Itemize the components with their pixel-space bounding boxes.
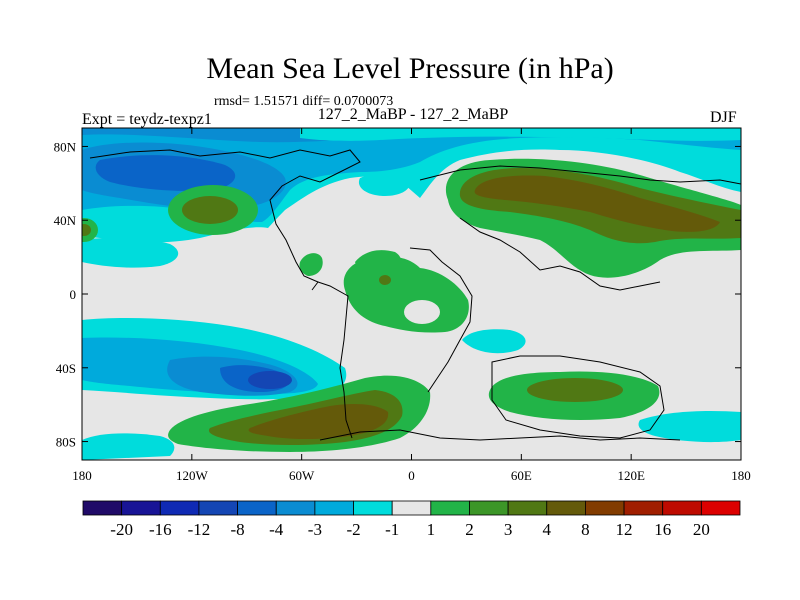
y-tick-label: 80S (56, 435, 76, 450)
colorbar-label: -16 (149, 520, 172, 539)
chart-title: Mean Sea Level Pressure (in hPa) (206, 52, 614, 85)
colorbar-swatch (314, 500, 354, 516)
colorbar-label: -1 (385, 520, 399, 539)
colorbar-swatch (469, 500, 509, 516)
southern-cyan (82, 433, 175, 460)
colorbar-label: 12 (616, 520, 633, 539)
colorbar-swatch (546, 500, 586, 516)
colorbar-label: 8 (581, 520, 590, 539)
colorbar-label: 16 (654, 520, 671, 539)
coast-asia-south (459, 217, 661, 291)
north-america-green (299, 253, 323, 276)
colorbar-swatch (353, 500, 393, 516)
southern-ocean-brown (248, 404, 389, 439)
colorbar-label: 1 (427, 520, 436, 539)
y-tick-label: 0 (70, 287, 77, 302)
africa-olive-spot (379, 275, 391, 285)
colorbar-swatch (585, 500, 625, 516)
colorbar-swatch (391, 500, 432, 516)
colorbar-swatch (82, 500, 123, 516)
stats-label: rmsd= 1.51571 diff= 0.0700073 (214, 94, 394, 109)
colorbar-label: -3 (308, 520, 322, 539)
x-tick-label: 180 (731, 468, 751, 483)
middle-east-green (355, 250, 401, 274)
colorbar-label: -4 (269, 520, 284, 539)
colorbar-label: 3 (504, 520, 513, 539)
x-tick-label: 60E (511, 468, 532, 483)
coast-australia (491, 355, 665, 439)
season-label: DJF (710, 109, 737, 126)
x-tick-label: 120W (176, 468, 209, 483)
colorbar-swatch (662, 500, 702, 516)
coast-south-america (317, 281, 353, 439)
axis-ticks: 180 120W 60W 0 60E 120E 180 80N 40N 0 40S 80S (54, 128, 751, 483)
y-tick-label: 40N (54, 213, 77, 228)
colorbar-label: 4 (543, 520, 552, 539)
coast-africa (409, 247, 473, 393)
colorbar-swatch (121, 500, 161, 516)
x-tick-label: 180 (72, 468, 92, 483)
europe-cyan-patch (358, 172, 411, 196)
coastlines (89, 149, 741, 441)
colorbar-swatch (275, 500, 316, 516)
colorbar-label: -20 (110, 520, 133, 539)
southeast-cyan (638, 410, 741, 443)
y-tick-label: 40S (56, 361, 76, 376)
colorbar-label: -2 (346, 520, 360, 539)
colorbar-swatch (198, 500, 238, 516)
colorbar-swatch (623, 500, 664, 516)
south-pacific-low-core (248, 371, 292, 389)
colorbar: -20 -16 -12 -8 -4 -3 -2 -1 1 2 3 4 8 12 16 20 (82, 500, 741, 539)
y-tick-label: 80N (54, 139, 77, 154)
north-pacific-low-inner (95, 155, 236, 191)
colorbar-swatch (700, 500, 741, 516)
colorbar-swatch (507, 500, 548, 516)
colorbar-label: -8 (231, 520, 245, 539)
x-tick-label: 60W (289, 468, 315, 483)
west-cyan-patch (82, 237, 179, 268)
pressure-field (82, 128, 741, 460)
x-tick-label: 0 (408, 468, 415, 483)
experiment-label: Expt = teydz-texpz1 (82, 111, 212, 128)
case-label: 127_2_MaBP - 127_2_MaBP (317, 106, 509, 123)
dateline-olive-patch (82, 224, 91, 236)
colorbar-swatch (430, 500, 470, 516)
colorbar-label: 20 (693, 520, 710, 539)
south-america-cyan (462, 329, 526, 354)
coast-north-america (89, 149, 361, 291)
coast-antarctica (319, 429, 681, 441)
africa-grey-hole (404, 300, 440, 324)
colorbar-swatch (159, 500, 200, 516)
colorbar-label: -12 (188, 520, 211, 539)
colorbar-swatch (237, 500, 277, 516)
x-tick-label: 120E (617, 468, 645, 483)
eurasia-high-brown (474, 175, 720, 232)
colorbar-label: 2 (465, 520, 474, 539)
coast-eurasia (419, 165, 741, 185)
indian-ocean-olive (527, 378, 623, 402)
north-pacific-ridge-inner (182, 196, 238, 224)
